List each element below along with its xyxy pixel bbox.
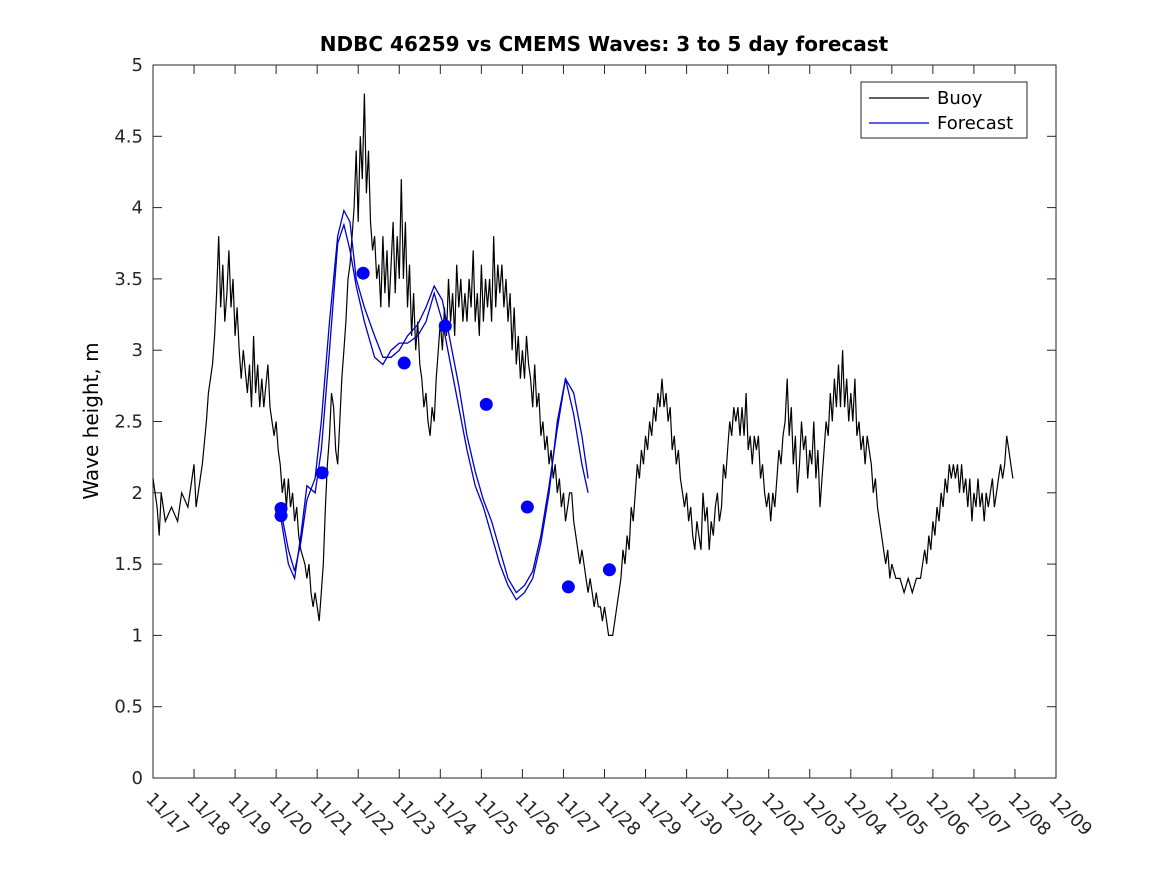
- series-line-buoy: [152, 93, 1014, 637]
- y-tick-label: 4: [132, 198, 143, 219]
- legend-label: Forecast: [937, 113, 1013, 134]
- y-tick-label: 3: [132, 340, 143, 361]
- y-tick-label: 0.5: [114, 697, 143, 718]
- forecast-marker: [520, 500, 534, 514]
- forecast-marker: [315, 466, 329, 480]
- forecast-marker: [438, 319, 452, 333]
- series-line-forecast: [279, 208, 589, 594]
- chart-legend: Buoy Forecast: [860, 81, 1028, 139]
- y-tick-label: 4.5: [114, 126, 143, 147]
- y-tick-label: 1: [132, 625, 143, 646]
- forecast-marker: [602, 563, 616, 577]
- forecast-marker: [356, 266, 370, 280]
- y-tick-label: 2: [132, 483, 143, 504]
- y-tick-label: 3.5: [114, 269, 143, 290]
- forecast-marker: [397, 356, 411, 370]
- y-tick-label: 2.5: [114, 412, 143, 433]
- y-tick-label: 5: [132, 55, 143, 76]
- legend-label: Buoy: [937, 88, 983, 109]
- legend-box: [860, 81, 1028, 139]
- chart-title: NDBC 46259 vs CMEMS Waves: 3 to 5 day fo…: [320, 32, 889, 56]
- y-tick-label: 1.5: [114, 554, 143, 575]
- forecast-marker: [479, 397, 493, 411]
- series-line-forecast: [279, 222, 589, 601]
- forecast-marker: [561, 580, 575, 594]
- y-tick-label: 0: [132, 768, 143, 789]
- forecast-marker: [274, 509, 288, 523]
- y-axis-label: Wave height, m: [79, 342, 103, 499]
